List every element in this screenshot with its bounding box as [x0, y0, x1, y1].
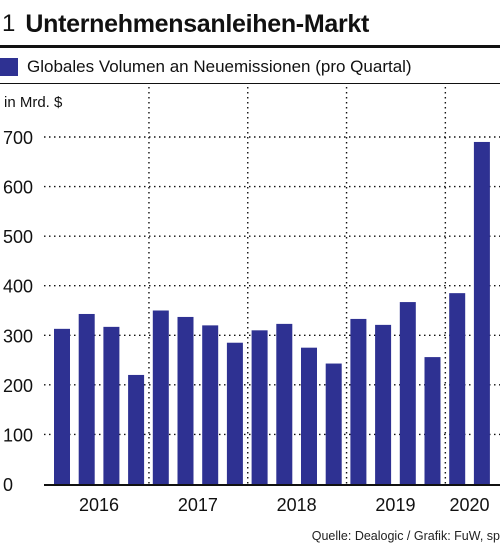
x-tick-label: 2016 [79, 495, 119, 515]
bar [177, 316, 194, 484]
chart-title: Unternehmensanleihen-Markt [25, 9, 370, 38]
legend-swatch [0, 58, 18, 76]
source-credit: Quelle: Dealogic / Grafik: FuW, sp [311, 529, 500, 543]
x-tick-label: 2020 [450, 495, 490, 515]
x-tick-label: 2018 [277, 495, 317, 515]
y-tick-label: 300 [3, 326, 33, 346]
y-tick-label: 100 [3, 425, 33, 445]
bar [128, 374, 145, 484]
x-tick-label: 2019 [375, 495, 415, 515]
y-axis-unit-label: in Mrd. $ [4, 94, 63, 111]
bar [103, 326, 120, 484]
title-row: 1 Unternehmensanleihen-Markt [0, 6, 369, 42]
y-tick-label: 600 [3, 178, 33, 198]
y-tick-label: 700 [3, 128, 33, 148]
figure-number: 1 [2, 10, 16, 37]
bar [226, 342, 243, 484]
y-tick-label: 500 [3, 227, 33, 247]
bar [375, 324, 392, 484]
bar [350, 318, 367, 484]
bar [202, 325, 219, 484]
x-tick-label: 2017 [178, 495, 218, 515]
bar [54, 328, 70, 484]
bar-chart: 0 100 200 300 400 500 600 700 2016 2017 2018 2019 20… [3, 87, 500, 515]
bar [449, 293, 466, 484]
legend-rule [0, 83, 500, 84]
title-rule [0, 45, 500, 48]
bar [399, 302, 416, 484]
bar [152, 310, 169, 484]
y-tick-label: 400 [3, 277, 33, 297]
y-tick-label: 0 [3, 475, 13, 495]
bar [78, 313, 95, 484]
bar [325, 363, 342, 484]
y-tick-label: 200 [3, 376, 33, 396]
legend-label: Globales Volumen an Neuemissionen (pro Q… [27, 57, 412, 76]
bar [251, 330, 268, 484]
bar [473, 141, 490, 484]
bar [301, 347, 317, 484]
bar [276, 323, 293, 484]
bar [424, 357, 441, 484]
legend: Globales Volumen an Neuemissionen (pro Q… [0, 55, 412, 79]
